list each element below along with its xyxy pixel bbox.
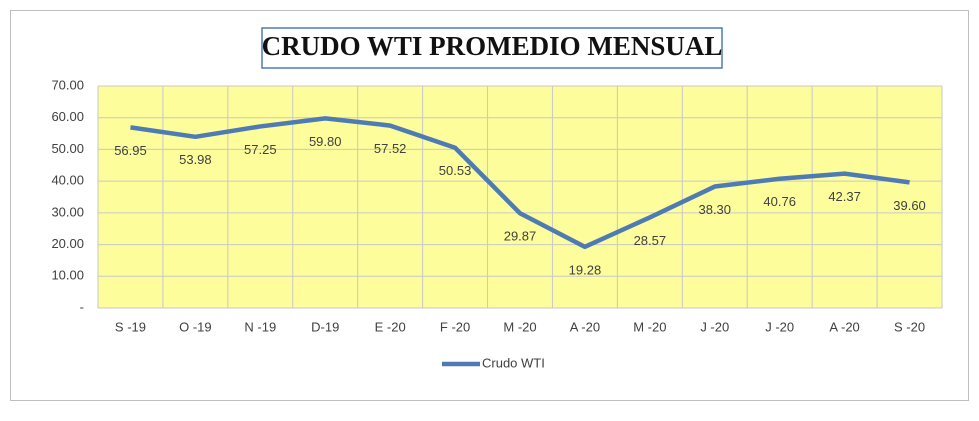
data-label: 56.95 xyxy=(114,143,147,158)
x-tick-label: M -20 xyxy=(633,319,666,334)
y-tick-label: 70.00 xyxy=(51,77,84,92)
y-tick-label: 30.00 xyxy=(51,204,84,219)
x-tick-label: O -19 xyxy=(179,319,212,334)
data-label: 39.60 xyxy=(893,198,926,213)
y-tick-label: 20.00 xyxy=(51,236,84,251)
x-tick-label: F -20 xyxy=(440,319,470,334)
x-tick-label: J -20 xyxy=(765,319,794,334)
chart-title: CRUDO WTI PROMEDIO MENSUAL xyxy=(262,31,723,61)
data-label: 57.25 xyxy=(244,142,277,157)
data-label: 40.76 xyxy=(763,194,796,209)
y-tick-label: 60.00 xyxy=(51,109,84,124)
x-tick-label: M -20 xyxy=(503,319,536,334)
x-tick-label: A -20 xyxy=(570,319,600,334)
data-label: 29.87 xyxy=(504,229,537,244)
data-label: 50.53 xyxy=(439,163,472,178)
legend-label: Crudo WTI xyxy=(482,355,545,370)
data-label: 28.57 xyxy=(634,233,667,248)
data-label: 59.80 xyxy=(309,134,342,149)
data-label: 38.30 xyxy=(698,202,731,217)
data-label: 53.98 xyxy=(179,152,212,167)
x-tick-label: E -20 xyxy=(375,319,406,334)
x-tick-label: S -19 xyxy=(115,319,146,334)
data-label: 42.37 xyxy=(828,189,861,204)
x-tick-label: S -20 xyxy=(894,319,925,334)
y-tick-label: 40.00 xyxy=(51,173,84,188)
data-label: 57.52 xyxy=(374,141,407,156)
y-tick-label: 50.00 xyxy=(51,141,84,156)
x-tick-label: N -19 xyxy=(244,319,276,334)
title-box xyxy=(261,27,723,69)
data-label: 19.28 xyxy=(569,262,602,277)
series-line xyxy=(130,116,910,250)
x-tick-label: A -20 xyxy=(829,319,859,334)
plot-area xyxy=(98,86,942,308)
y-tick-label: 10.00 xyxy=(51,268,84,283)
y-tick-label: - xyxy=(80,299,84,314)
x-tick-label: J -20 xyxy=(700,319,729,334)
x-tick-label: D-19 xyxy=(311,319,339,334)
